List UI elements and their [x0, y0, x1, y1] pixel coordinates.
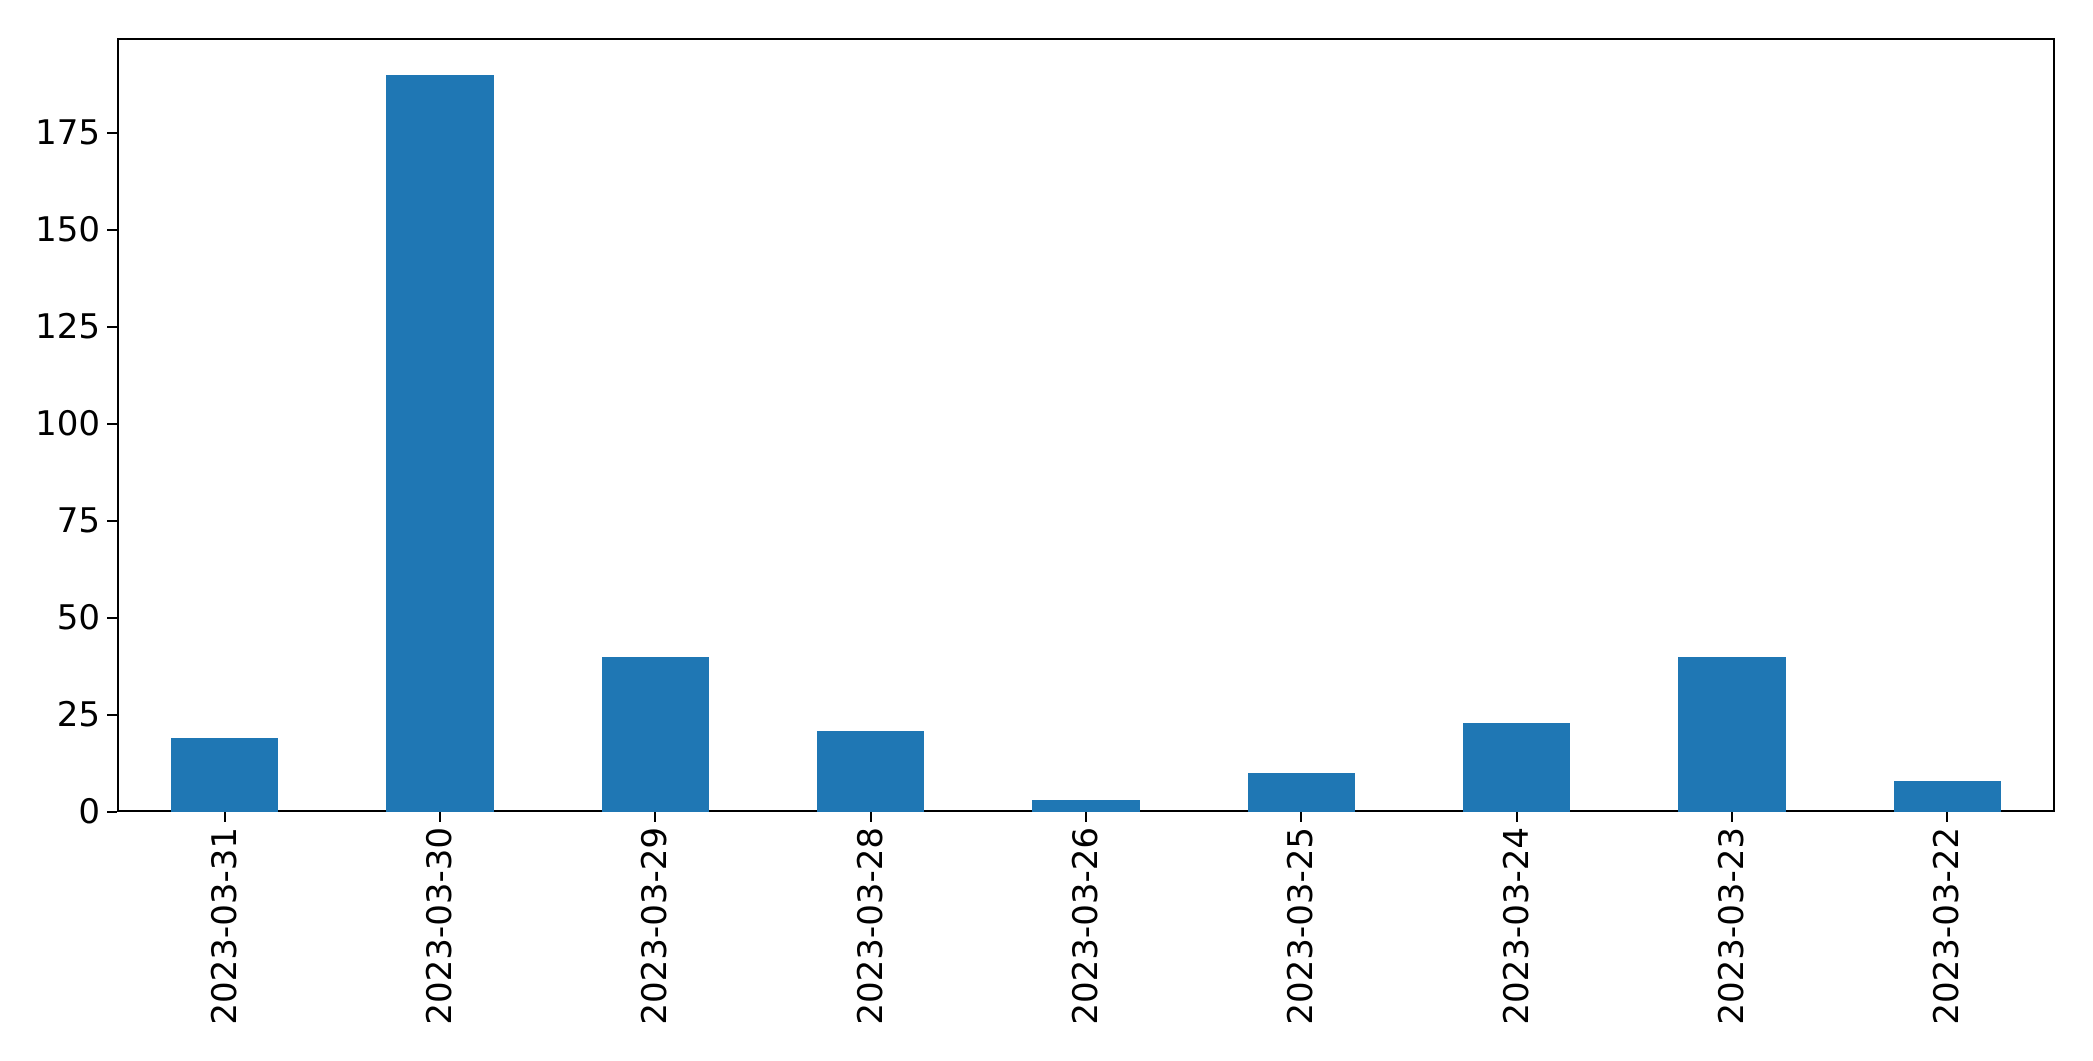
y-tick-mark [107, 811, 117, 813]
x-tick-mark [654, 812, 657, 822]
x-tick-mark [1731, 812, 1733, 822]
x-tick-label: 2023-03-28 [850, 827, 891, 1025]
y-tick-mark [107, 326, 117, 329]
y-tick-label: 0 [78, 792, 100, 832]
y-tick-mark [107, 423, 117, 426]
x-tick-label: 2023-03-22 [1927, 827, 1968, 1025]
bar [1032, 800, 1140, 812]
y-tick-mark [107, 617, 117, 619]
x-tick-label: 2023-03-29 [635, 827, 676, 1025]
bar [1678, 656, 1786, 812]
bar [1893, 780, 2002, 812]
bar [816, 730, 925, 812]
y-tick-mark [107, 132, 117, 135]
bar [386, 74, 494, 812]
x-tick-mark [1946, 812, 1949, 822]
x-tick-mark [869, 812, 872, 822]
y-tick-label: 100 [35, 404, 100, 445]
x-tick-mark [1300, 812, 1303, 822]
x-tick-label: 2023-03-26 [1066, 827, 1106, 1025]
y-tick-label: 25 [56, 695, 100, 735]
x-tick-mark [439, 812, 441, 822]
y-tick-label: 125 [35, 307, 100, 348]
y-tick-label: 50 [56, 598, 100, 638]
y-tick-label: 75 [56, 501, 100, 542]
y-tick-label: 175 [35, 113, 100, 154]
x-tick-mark [1085, 812, 1087, 822]
y-tick-mark [107, 520, 117, 523]
x-tick-label: 2023-03-25 [1281, 827, 1322, 1025]
bar [1462, 722, 1571, 812]
bar [1247, 773, 1356, 812]
x-tick-label: 2023-03-30 [420, 827, 460, 1025]
x-tick-mark [1515, 812, 1518, 822]
bar [170, 738, 279, 812]
y-tick-mark [107, 229, 117, 232]
y-tick-label: 150 [35, 210, 100, 251]
x-tick-label: 2023-03-31 [204, 827, 245, 1025]
bar [601, 656, 710, 812]
x-tick-mark [223, 812, 226, 822]
x-tick-label: 2023-03-23 [1712, 827, 1752, 1025]
y-tick-mark [107, 714, 117, 716]
x-tick-label: 2023-03-24 [1496, 827, 1537, 1025]
